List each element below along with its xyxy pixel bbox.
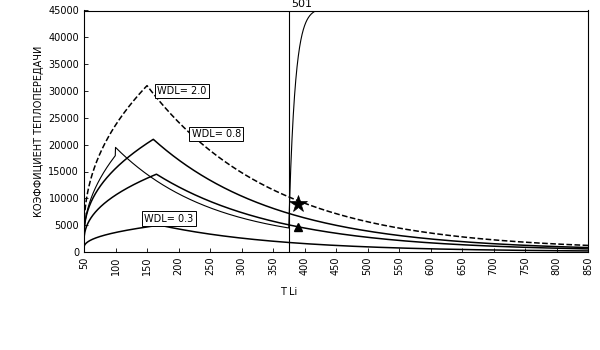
Text: WDL= 0.8: WDL= 0.8 <box>191 129 241 139</box>
Text: WDL= 0.3: WDL= 0.3 <box>145 214 194 224</box>
Y-axis label: КОЭФФИЦИЕНТ ТЕПЛОПЕРЕДАЧИ: КОЭФФИЦИЕНТ ТЕПЛОПЕРЕДАЧИ <box>34 46 44 217</box>
Text: 501: 501 <box>291 0 312 9</box>
Text: WDL= 2.0: WDL= 2.0 <box>157 86 206 96</box>
Text: T Li: T Li <box>280 287 298 297</box>
